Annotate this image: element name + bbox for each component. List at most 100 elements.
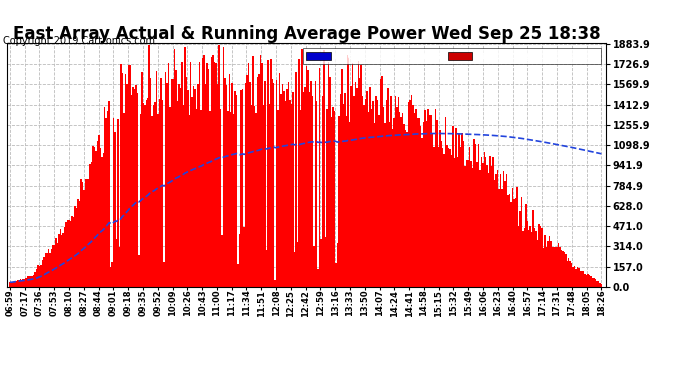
Bar — [420, 126, 422, 287]
Bar — [110, 267, 111, 287]
Bar — [63, 233, 64, 287]
Bar — [378, 115, 380, 287]
Bar — [497, 170, 498, 287]
Bar — [502, 189, 503, 287]
Bar — [510, 202, 512, 287]
Bar — [436, 120, 437, 287]
Bar — [479, 170, 480, 287]
Bar — [124, 113, 125, 287]
Bar — [329, 77, 331, 287]
Bar — [15, 280, 17, 287]
Bar — [430, 116, 432, 287]
Bar — [528, 230, 529, 287]
Bar — [232, 82, 233, 287]
Bar — [542, 228, 543, 287]
Bar — [14, 281, 15, 287]
Bar — [246, 75, 248, 287]
Legend: Average  (DC Watts), East Array  (DC Watts): Average (DC Watts), East Array (DC Watts… — [304, 48, 601, 64]
Bar — [284, 91, 285, 287]
Bar — [254, 106, 255, 287]
Bar — [26, 278, 27, 287]
Bar — [454, 158, 455, 287]
Bar — [218, 45, 219, 287]
Bar — [135, 85, 137, 287]
Bar — [205, 84, 206, 287]
Bar — [586, 275, 587, 287]
Bar — [446, 145, 448, 287]
Bar — [108, 101, 110, 287]
Bar — [294, 252, 295, 287]
Bar — [494, 180, 495, 287]
Bar — [293, 92, 294, 287]
Bar — [9, 282, 10, 287]
Bar — [151, 116, 153, 287]
Bar — [534, 228, 535, 287]
Bar — [50, 249, 52, 287]
Bar — [31, 276, 33, 287]
Bar — [77, 199, 79, 287]
Bar — [366, 92, 368, 287]
Bar — [23, 279, 24, 287]
Bar — [486, 165, 488, 287]
Bar — [568, 258, 569, 287]
Bar — [209, 111, 210, 287]
Bar — [375, 96, 377, 287]
Bar — [469, 147, 470, 287]
Bar — [46, 253, 48, 287]
Bar — [255, 113, 257, 287]
Bar — [199, 62, 200, 287]
Bar — [369, 87, 371, 287]
Bar — [598, 281, 599, 287]
Bar — [85, 179, 86, 287]
Bar — [70, 221, 71, 287]
Bar — [228, 74, 230, 287]
Bar — [380, 80, 382, 287]
Bar — [139, 114, 141, 287]
Bar — [547, 241, 549, 287]
Bar — [348, 122, 350, 287]
Bar — [558, 243, 559, 287]
Bar — [172, 78, 174, 287]
Bar — [564, 252, 565, 287]
Bar — [297, 243, 298, 287]
Bar — [488, 173, 489, 287]
Bar — [157, 114, 159, 287]
Bar — [125, 74, 126, 287]
Bar — [162, 100, 164, 287]
Bar — [343, 104, 344, 287]
Bar — [166, 82, 168, 287]
Bar — [295, 72, 297, 287]
Bar — [382, 76, 383, 287]
Bar — [574, 266, 575, 287]
Bar — [600, 284, 602, 287]
Bar — [210, 57, 213, 287]
Bar — [526, 220, 528, 287]
Bar — [202, 58, 204, 287]
Bar — [580, 272, 582, 287]
Bar — [484, 152, 485, 287]
Bar — [516, 188, 518, 287]
Bar — [590, 276, 592, 287]
Bar — [236, 95, 237, 287]
Bar — [159, 99, 160, 287]
Bar — [400, 117, 402, 287]
Bar — [339, 94, 341, 287]
Bar — [221, 235, 223, 287]
Bar — [460, 147, 462, 287]
Bar — [75, 206, 76, 287]
Bar — [57, 243, 58, 287]
Bar — [596, 280, 598, 287]
Bar — [270, 59, 272, 287]
Bar — [268, 104, 270, 287]
Bar — [104, 107, 106, 287]
Bar — [224, 78, 226, 287]
Bar — [184, 47, 186, 287]
Bar — [360, 64, 362, 287]
Bar — [395, 96, 396, 287]
Bar — [122, 73, 124, 287]
Bar — [463, 141, 464, 287]
Bar — [156, 71, 157, 287]
Bar — [362, 96, 364, 287]
Bar — [39, 266, 40, 287]
Bar — [223, 47, 224, 287]
